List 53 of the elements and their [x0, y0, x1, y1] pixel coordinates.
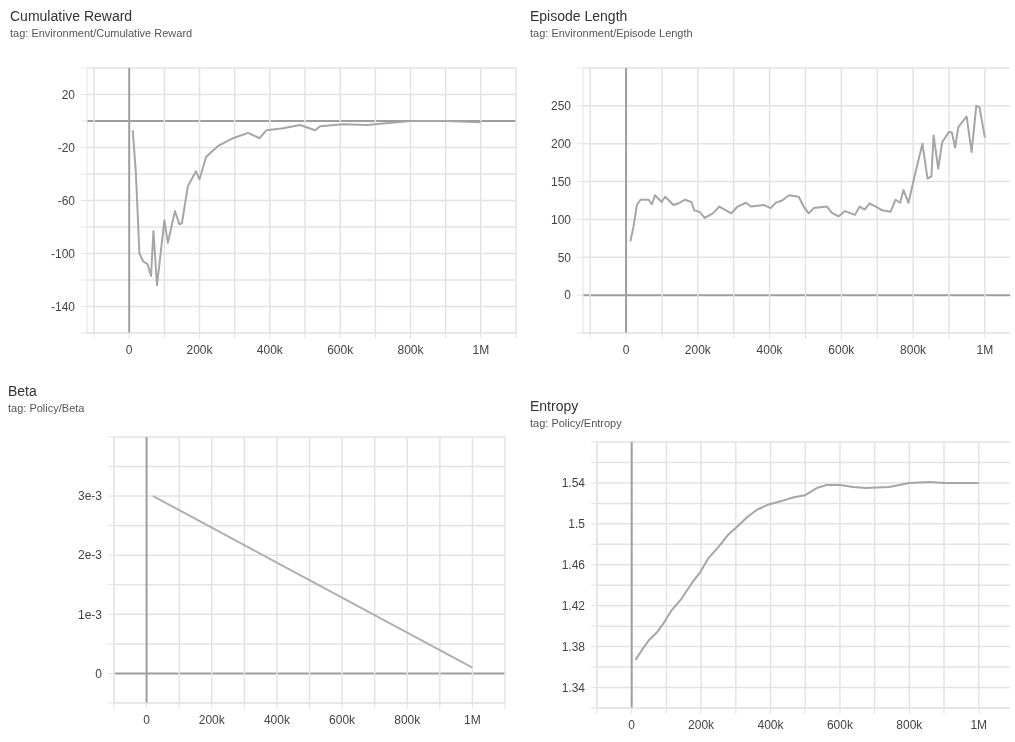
x-tick-label: 200k — [186, 342, 214, 357]
y-tick-label: 100 — [550, 212, 572, 227]
x-tick-label: 400k — [757, 717, 785, 732]
x-tick-label: 0 — [622, 342, 630, 357]
x-tick-label: 600k — [828, 342, 856, 357]
y-tick-label: 1.54 — [561, 476, 586, 491]
x-tick-label: 600k — [329, 712, 357, 727]
y-tick-label: -60 — [57, 193, 76, 208]
y-tick-label: 1.34 — [561, 680, 586, 695]
y-tick-label: 50 — [557, 250, 572, 265]
x-tick-label: 1M — [970, 717, 988, 732]
y-tick-label: 1.5 — [568, 517, 586, 532]
y-tick-label: 250 — [550, 99, 572, 114]
y-tick-label: 0 — [564, 288, 572, 303]
y-tick-label: 2e-3 — [77, 548, 103, 563]
x-tick-label: 1M — [976, 342, 994, 357]
x-tick-label: 0 — [628, 717, 636, 732]
x-tick-label: 400k — [263, 712, 291, 727]
x-tick-label: 1M — [472, 342, 490, 357]
y-tick-label: -100 — [50, 246, 76, 261]
y-tick-label: 20 — [61, 87, 76, 102]
chart-subtitle: tag: Policy/Entropy — [530, 417, 622, 429]
y-tick-label: 1.38 — [561, 639, 586, 654]
x-tick-label: 800k — [394, 712, 422, 727]
y-tick-label: 1e-3 — [77, 607, 103, 622]
x-tick-label: 400k — [756, 342, 784, 357]
x-tick-label: 0 — [143, 712, 151, 727]
y-tick-label: 200 — [550, 136, 572, 151]
x-tick-label: 800k — [896, 717, 924, 732]
x-tick-label: 800k — [900, 342, 928, 357]
x-tick-label: 1M — [464, 712, 481, 727]
chart-title: Entropy — [530, 398, 580, 414]
x-tick-label: 600k — [327, 342, 355, 357]
x-tick-label: 0 — [125, 342, 133, 357]
x-tick-label: 400k — [256, 342, 284, 357]
x-tick-label: 200k — [688, 717, 716, 732]
y-tick-label: -140 — [50, 299, 76, 314]
y-tick-label: -20 — [57, 140, 76, 155]
y-tick-label: 0 — [95, 666, 103, 681]
x-tick-label: 800k — [397, 342, 425, 357]
chart-subtitle: tag: Environment/Cumulative Reward — [10, 27, 193, 39]
chart-title: Beta — [8, 383, 38, 399]
y-tick-label: 1.46 — [561, 558, 586, 573]
chart-title: Episode Length — [530, 8, 629, 24]
x-tick-label: 200k — [198, 712, 226, 727]
y-tick-label: 150 — [550, 174, 572, 189]
x-tick-label: 600k — [826, 717, 854, 732]
chart-subtitle: tag: Policy/Beta — [8, 402, 85, 414]
chart-title: Cumulative Reward — [10, 8, 134, 24]
x-tick-label: 200k — [684, 342, 712, 357]
chart-subtitle: tag: Environment/Episode Length — [530, 27, 693, 39]
y-tick-label: 3e-3 — [77, 489, 103, 504]
y-tick-label: 1.42 — [561, 598, 586, 613]
